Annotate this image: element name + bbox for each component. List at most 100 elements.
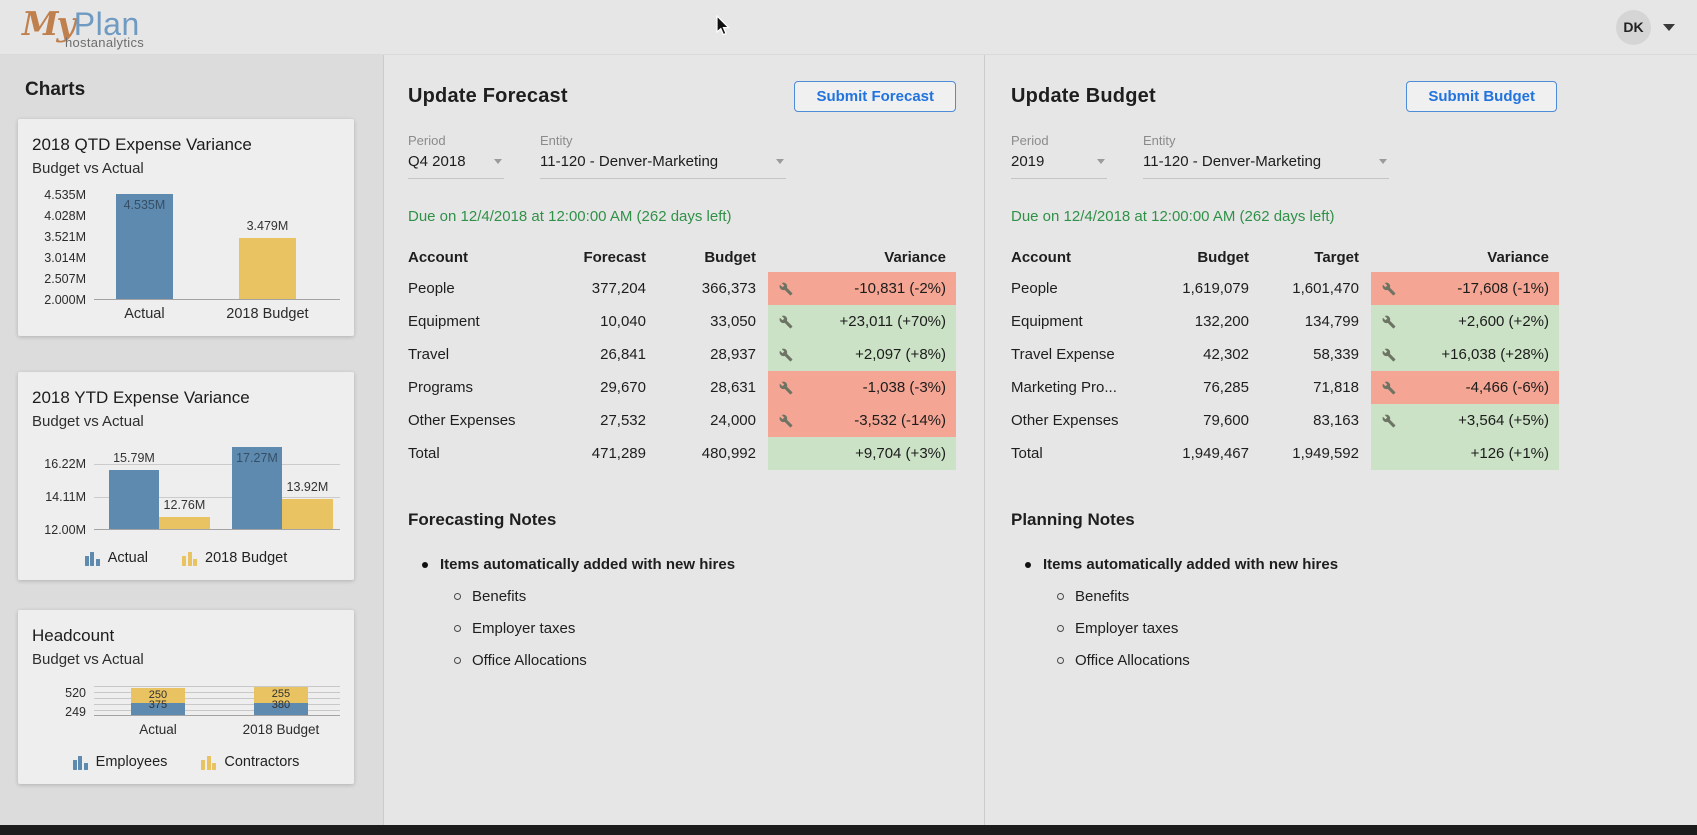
column-header-budget: Budget — [1197, 248, 1249, 266]
bar-actual-1: 15.79M — [108, 451, 160, 529]
bar-value-label: 4.535M — [123, 198, 166, 212]
variance-value: +2,097 (+8%) — [855, 346, 946, 363]
wrench-icon[interactable] — [1382, 282, 1396, 296]
entity-value: 11-120 - Denver-Marketing — [1143, 153, 1322, 170]
account-cell: Equipment — [1011, 313, 1083, 330]
submit-forecast-button[interactable]: Submit Forecast — [794, 81, 956, 112]
value-cell: 1,949,592 — [1292, 445, 1359, 462]
variance-cell: -1,038 (-3%) — [768, 371, 956, 404]
chevron-down-icon — [1379, 159, 1387, 164]
bar-2018-budget: 3.479M — [239, 219, 296, 299]
bar-chart-icon — [201, 754, 217, 770]
value-cell: 79,600 — [1203, 412, 1249, 429]
value-cell: 480,992 — [701, 445, 756, 462]
y-axis-tick: 14.11M — [45, 490, 86, 505]
note-item: Items automatically added with new hires — [440, 556, 736, 573]
wrench-icon[interactable] — [779, 282, 793, 296]
wrench-icon[interactable] — [1382, 381, 1396, 395]
qtd-bar-chart: 4.535M 4.028M 3.521M 3.014M 2.507M 2.000M 4.53… — [32, 188, 340, 322]
user-menu-caret-icon[interactable] — [1663, 23, 1675, 31]
app-logo: MyPlan hostanalytics — [22, 7, 144, 49]
legend-item-2018-budget: 2018 Budget — [182, 550, 287, 566]
logo-my-text: My — [22, 4, 76, 43]
value-cell: 377,204 — [591, 280, 646, 297]
x-axis: Actual 2018 Budget — [94, 300, 340, 322]
wrench-icon[interactable] — [1382, 348, 1396, 362]
chart-subtitle: Budget vs Actual — [32, 413, 144, 430]
x-axis-label: 2018 Budget — [226, 306, 309, 322]
table-row: Travel Expense 42,302 58,339 +16,038 (+28%) — [1011, 338, 1559, 371]
legend-label: Employees — [95, 754, 168, 770]
budget-entity-dropdown[interactable]: Entity 11-120 - Denver-Marketing — [1143, 133, 1389, 179]
variance-value: +2,600 (+2%) — [1458, 313, 1549, 330]
bar-value-label: 3.479M — [246, 219, 289, 233]
table-row: Programs 29,670 28,631 -1,038 (-3%) — [408, 371, 956, 404]
table-row: Other Expenses 27,532 24,000 -3,532 (-14%) — [408, 404, 956, 437]
bar-actual: 4.535M — [116, 194, 173, 299]
variance-cell: +3,564 (+5%) — [1371, 404, 1559, 437]
chart-subtitle: Budget vs Actual — [32, 160, 144, 177]
logo-subtitle: hostanalytics — [65, 35, 145, 50]
variance-cell: +126 (+1%) — [1371, 437, 1559, 470]
charts-sidebar: Charts 2018 QTD Expense Variance Budget … — [0, 55, 383, 825]
circle-bullet-icon — [1057, 657, 1064, 664]
note-sub-item: Benefits — [1075, 588, 1130, 605]
wrench-icon[interactable] — [779, 315, 793, 329]
account-cell: Travel — [408, 346, 450, 363]
value-cell: 58,339 — [1313, 346, 1359, 363]
table-row: Travel 26,841 28,937 +2,097 (+8%) — [408, 338, 956, 371]
chart-body: 520 249 250 375 255 380 — [32, 686, 340, 719]
account-cell: Equipment — [408, 313, 480, 330]
account-cell: Other Expenses — [1011, 412, 1119, 429]
plot-area: 250 375 255 380 — [94, 686, 340, 716]
note-item: Items automatically added with new hires — [1043, 556, 1339, 573]
user-avatar[interactable]: DK — [1616, 9, 1651, 45]
notes-title: Planning Notes — [1011, 510, 1135, 529]
value-cell: 132,200 — [1194, 313, 1249, 330]
gridline — [94, 464, 340, 466]
forecast-period-dropdown[interactable]: Period Q4 2018 — [408, 133, 504, 179]
chart-body: 4.535M 4.028M 3.521M 3.014M 2.507M 2.000M 4.53… — [32, 188, 340, 307]
forecasting-notes: Forecasting Notes Items automatically ad… — [408, 510, 956, 669]
wrench-icon[interactable] — [1382, 414, 1396, 428]
table-row: People 377,204 366,373 -10,831 (-2%) — [408, 272, 956, 305]
headcount-stacked-bar-chart: 520 249 250 375 255 380 Actual 2018 Budget Emplo… — [32, 686, 340, 770]
note-sub-item: Benefits — [472, 588, 527, 605]
chevron-down-icon — [776, 159, 784, 164]
x-axis-label: Actual — [124, 306, 165, 322]
y-axis: 520 249 — [32, 686, 94, 719]
entity-value: 11-120 - Denver-Marketing — [540, 153, 719, 170]
forecast-entity-dropdown[interactable]: Entity 11-120 - Denver-Marketing — [540, 133, 786, 179]
app-header: MyPlan hostanalytics DK — [0, 0, 1697, 55]
submit-budget-button[interactable]: Submit Budget — [1406, 81, 1557, 112]
bar-budget-1: 12.76M — [159, 498, 210, 529]
period-label: Period — [1011, 133, 1049, 148]
bullet-icon — [422, 561, 428, 568]
budget-period-dropdown[interactable]: Period 2019 — [1011, 133, 1107, 179]
circle-bullet-icon — [454, 625, 461, 632]
variance-cell: -10,831 (-2%) — [768, 272, 956, 305]
wrench-icon[interactable] — [779, 381, 793, 395]
legend-item-actual: Actual — [84, 550, 148, 566]
value-cell: 1,619,079 — [1182, 280, 1249, 297]
table-total-row: Total 471,289 480,992 +9,704 (+3%) — [408, 437, 956, 470]
value-cell: 26,841 — [600, 346, 646, 363]
wrench-icon[interactable] — [1382, 315, 1396, 329]
bottom-edge-bar — [0, 825, 1697, 835]
value-cell: 134,799 — [1304, 313, 1359, 330]
y-axis: 4.535M 4.028M 3.521M 3.014M 2.507M 2.000M — [32, 188, 94, 307]
employees-segment: 375 — [130, 700, 185, 715]
account-cell: Travel Expense — [1011, 346, 1115, 363]
forecast-due-date: Due on 12/4/2018 at 12:00:00 AM (262 day… — [408, 208, 732, 225]
budget-table: Account Budget Target Variance People 1,619,0… — [1011, 242, 1559, 470]
bar-chart-icon — [84, 550, 100, 566]
forecast-table: Account Forecast Budget Variance People 377,2… — [408, 242, 956, 470]
circle-bullet-icon — [454, 657, 461, 664]
wrench-icon[interactable] — [779, 348, 793, 362]
period-value: Q4 2018 — [408, 153, 466, 170]
wrench-icon[interactable] — [779, 414, 793, 428]
variance-value: +23,011 (+70%) — [839, 313, 946, 330]
bullet-icon — [1025, 561, 1031, 568]
bar-value-label: 250 — [148, 689, 168, 701]
value-cell: 10,040 — [600, 313, 646, 330]
